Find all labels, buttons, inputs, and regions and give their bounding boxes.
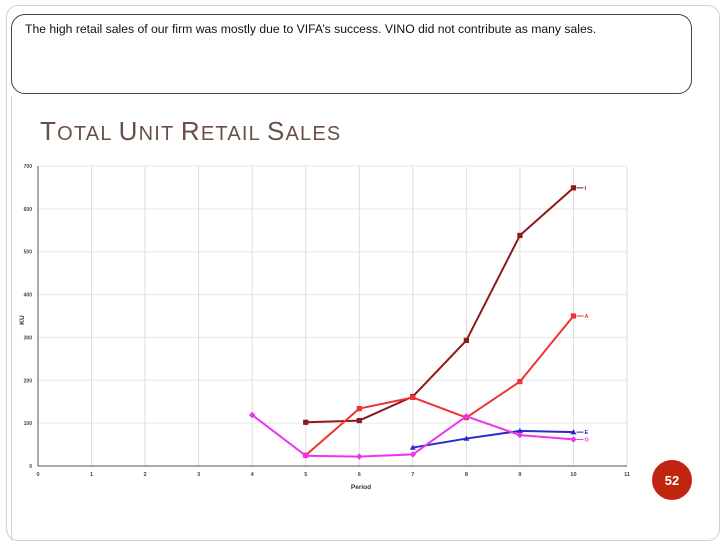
y-tick-label: 0: [29, 464, 32, 470]
y-axis-label: KU: [19, 315, 26, 325]
x-tick-label: 3: [197, 472, 200, 478]
series-o: O: [248, 411, 589, 460]
y-tick-label: 300: [24, 335, 33, 341]
x-tick-label: 2: [144, 472, 147, 478]
y-tick-label: 700: [24, 164, 33, 170]
plot-area: [38, 166, 627, 466]
data-point-i: [517, 232, 523, 239]
x-axis-label: Period: [351, 484, 371, 491]
x-tick-label: 8: [465, 472, 468, 478]
title-word-sales: SALES: [266, 116, 342, 146]
y-tick-label: 200: [24, 378, 33, 384]
axis-layer: 0 1 2 3 4 5 6 7 8 9 10 11 0 100 200 300 400 500 600 700: [24, 164, 630, 478]
series-end-label-a: A: [584, 314, 588, 320]
data-point-e: [463, 435, 470, 441]
x-tick-label: 7: [411, 472, 414, 478]
data-point-o: [248, 411, 256, 419]
data-point-e: [570, 429, 577, 435]
data-point-o: [302, 452, 309, 459]
title-word-total: TOTAL: [40, 116, 119, 146]
data-point-o: [463, 413, 470, 420]
y-tick-label: 100: [24, 421, 33, 427]
series-line-e: [412, 429, 574, 449]
page-number: 52: [664, 472, 680, 488]
data-point-i: [570, 185, 577, 191]
series-end-label-o: O: [584, 437, 589, 443]
data-point-e: [516, 427, 523, 434]
data-point-a: [517, 378, 523, 385]
data-point-a: [570, 313, 577, 319]
y-tick-label: 600: [24, 207, 33, 213]
data-point-i: [303, 419, 309, 425]
x-tick-label: 0: [36, 472, 39, 478]
series-line-a: [305, 315, 575, 457]
data-point-o: [356, 453, 363, 460]
data-point-i: [463, 337, 469, 344]
title-word-retail: RETAIL: [180, 116, 267, 146]
callout-box: The high retail sales of our firm was mo…: [11, 14, 692, 94]
y-tick-label: 400: [24, 293, 33, 299]
x-tick-label: 11: [624, 472, 630, 478]
series-end-label-e: E: [584, 430, 588, 436]
slide-title: TOTAL UNIT RETAIL SALES: [40, 116, 341, 147]
x-tick-label: 10: [570, 472, 576, 478]
series-end-label-i: I: [584, 186, 586, 192]
data-point-o: [516, 431, 524, 439]
y-tick-label: 500: [24, 250, 33, 256]
grid-layer: [37, 165, 628, 466]
line-chart: 0 1 2 3 4 5 6 7 8 9 10 11 0 100 200 300 400 500 600 700 I A E…: [19, 164, 630, 491]
x-tick-label: 5: [304, 472, 307, 478]
series-layer: I A EO: [248, 185, 589, 460]
series-line-i: [305, 187, 575, 424]
x-tick-label: 4: [251, 472, 255, 478]
data-point-o: [570, 436, 577, 443]
slide-left-rule: [11, 96, 12, 541]
data-point-a: [410, 394, 416, 401]
slide-frame: [6, 5, 720, 541]
data-point-o: [409, 451, 417, 458]
data-point-a: [356, 405, 362, 412]
series-e: E: [409, 427, 588, 450]
title-word-unit: UNIT: [118, 116, 181, 146]
data-point-e: [409, 444, 416, 450]
page-number-badge: 52: [652, 460, 692, 500]
x-tick-label: 1: [90, 472, 93, 478]
x-tick-label: 9: [518, 472, 521, 478]
x-tick-label: 6: [358, 472, 361, 478]
data-point-i: [356, 417, 362, 424]
callout-text: The high retail sales of our firm was mo…: [25, 22, 597, 36]
